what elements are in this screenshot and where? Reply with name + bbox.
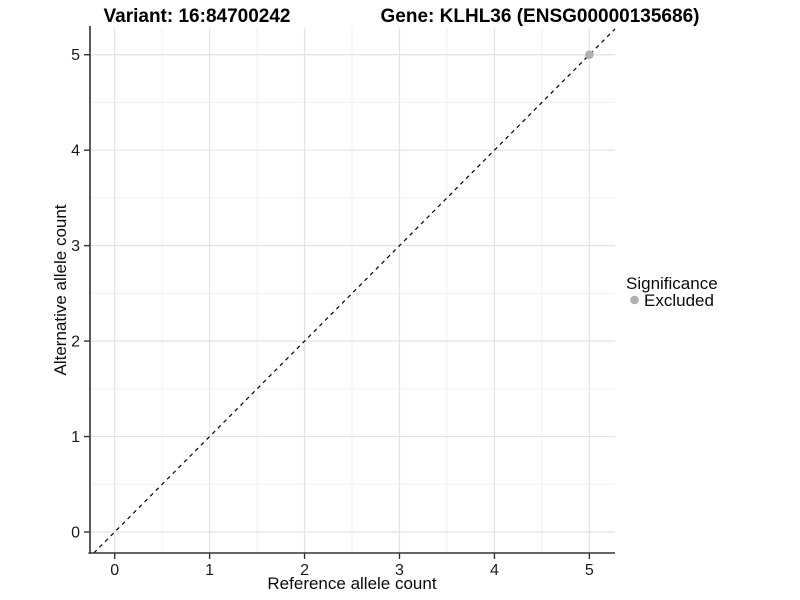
x-tick-label: 3 [395,562,404,579]
data-point [585,50,594,60]
plot-panel: 0 1 2 3 4 5 0 1 2 3 4 5 [71,26,616,579]
y-tick-label: 4 [71,143,80,160]
x-axis-title: Reference allele count [267,574,436,593]
y-tick-label: 1 [71,429,80,446]
x-tick-label: 0 [110,562,119,579]
y-axis-title: Alternative allele count [51,204,70,375]
x-tick-label: 4 [490,562,499,579]
y-tick-label: 5 [71,47,80,64]
y-tick-label: 2 [71,334,80,351]
variant-title: Variant: 16:84700242 [104,6,291,27]
legend: Significance Excluded [626,274,718,310]
x-tick-label: 5 [585,562,594,579]
legend-title: Significance [626,274,718,293]
gene-title: Gene: KLHL36 (ENSG00000135686) [381,6,700,27]
x-tick-label: 2 [300,562,309,579]
x-tick-label: 1 [205,562,214,579]
y-tick-label: 3 [71,238,80,255]
y-tick-label: 0 [71,525,80,542]
identity-dashed-line [93,28,616,554]
legend-item-excluded: Excluded [644,291,714,310]
legend-marker-excluded-icon [630,295,639,305]
